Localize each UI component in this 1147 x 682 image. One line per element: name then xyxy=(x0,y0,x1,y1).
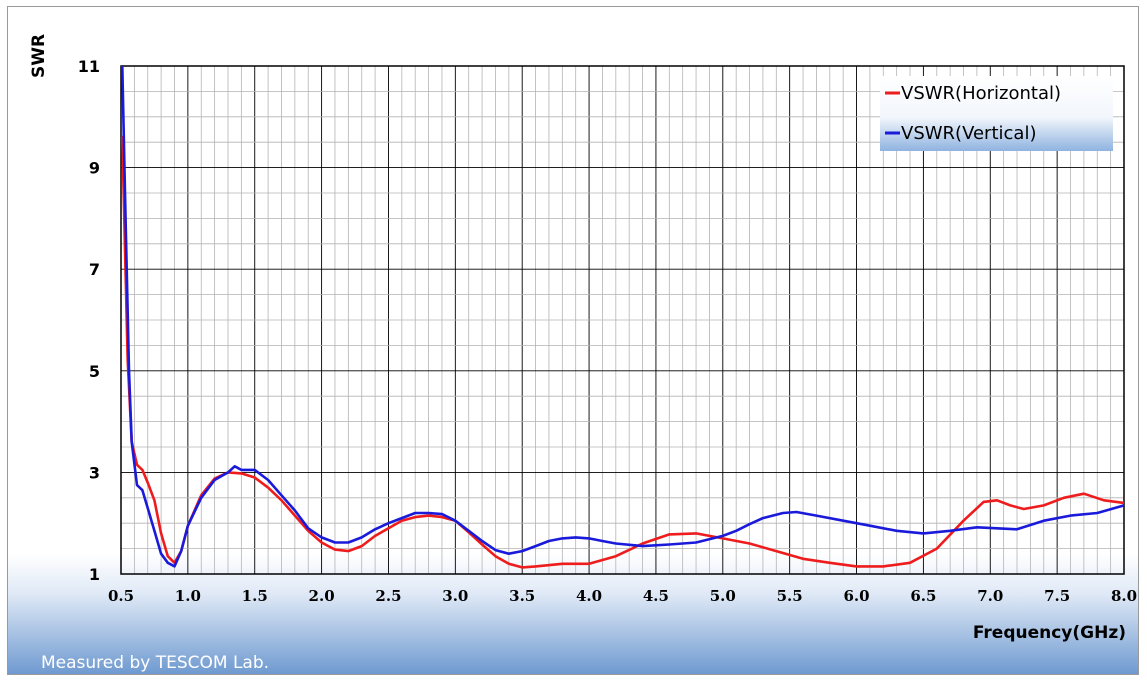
x-tick-label: 6.0 xyxy=(843,587,869,605)
y-axis-title: SWR xyxy=(29,34,49,78)
plot-area xyxy=(120,65,1125,575)
x-tick-label: 3.5 xyxy=(509,587,535,605)
legend-label-vertical: VSWR(Vertical) xyxy=(901,123,1036,144)
x-tick-label: 3.0 xyxy=(442,587,468,605)
vswr-chart: 0.5 1.0 1.5 2.0 2.5 3.0 3.5 4.0 4.5 5.0 5.5 6.0 6.5 7… xyxy=(29,34,1137,643)
y-tick-label: 11 xyxy=(78,57,100,76)
x-tick-label: 7.5 xyxy=(1044,587,1070,605)
x-tick-label: 4.5 xyxy=(643,587,669,605)
x-tick-label: 5.0 xyxy=(710,587,736,605)
y-tick-label: 7 xyxy=(89,260,100,279)
legend-box xyxy=(880,76,1113,151)
y-tick-labels: 1 3 5 7 9 11 xyxy=(78,57,100,584)
legend-label-horizontal: VSWR(Horizontal) xyxy=(901,83,1061,104)
legend: VSWR(Horizontal) VSWR(Vertical) xyxy=(880,76,1113,151)
series-lines xyxy=(121,66,1124,569)
x-tick-label: 0.5 xyxy=(108,587,134,605)
x-tick-label: 1.0 xyxy=(175,587,201,605)
series-line-horizontal xyxy=(121,135,1124,569)
y-tick-label: 5 xyxy=(89,362,100,381)
x-tick-label: 4.0 xyxy=(576,587,602,605)
chart-frame: 0.5 1.0 1.5 2.0 2.5 3.0 3.5 4.0 4.5 5.0 5.5 6.0 6.5 7… xyxy=(7,6,1139,675)
x-tick-label: 8.0 xyxy=(1111,587,1137,605)
x-tick-label: 7.0 xyxy=(977,587,1003,605)
y-tick-label: 3 xyxy=(89,463,100,482)
x-tick-labels: 0.5 1.0 1.5 2.0 2.5 3.0 3.5 4.0 4.5 5.0 5.5 6.0 6.5 7… xyxy=(108,587,1137,605)
x-tick-label: 6.5 xyxy=(910,587,936,605)
x-tick-label: 2.0 xyxy=(309,587,335,605)
series-line-vertical xyxy=(121,66,1124,568)
footer-note: Measured by TESCOM Lab. xyxy=(41,653,270,673)
x-axis-title: Frequency(GHz) xyxy=(973,623,1126,643)
x-tick-label: 5.5 xyxy=(777,587,803,605)
y-tick-label: 1 xyxy=(89,565,100,584)
x-tick-label: 2.5 xyxy=(375,587,401,605)
y-tick-label: 9 xyxy=(89,159,100,178)
x-tick-label: 1.5 xyxy=(242,587,268,605)
